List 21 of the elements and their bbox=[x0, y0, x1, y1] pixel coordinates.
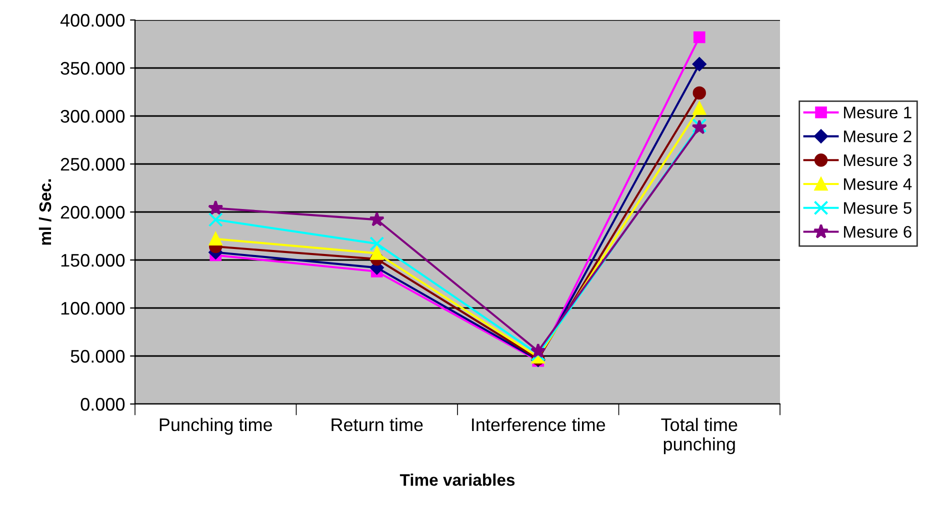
legend-label: Mesure 3 bbox=[844, 154, 912, 166]
y-tick-label: 300.000 bbox=[60, 110, 125, 123]
legend-label: Mesure 4 bbox=[844, 178, 912, 190]
legend-label: Mesure 2 bbox=[844, 130, 912, 142]
y-tick-label: 400.000 bbox=[60, 14, 125, 27]
x-axis-title: Time variables bbox=[400, 474, 515, 486]
y-tick-label: 250.000 bbox=[60, 158, 125, 171]
legend-label: Mesure 1 bbox=[844, 106, 912, 118]
y-tick-label: 50.000 bbox=[70, 350, 125, 363]
y-axis-title: ml / Sec. bbox=[38, 179, 52, 245]
legend-label: Mesure 5 bbox=[844, 202, 912, 214]
y-tick-label: 100.000 bbox=[61, 302, 125, 315]
y-tick-label: 150.000 bbox=[61, 254, 125, 267]
x-tick-label: Return time bbox=[332, 418, 423, 432]
y-tick-label: 350.000 bbox=[60, 62, 125, 75]
y-tick-label: 200.000 bbox=[60, 206, 125, 219]
y-tick-label: 0.000 bbox=[80, 398, 125, 411]
x-tick-label: Total time punching bbox=[661, 418, 738, 454]
x-tick-label: Interference time bbox=[472, 418, 606, 432]
x-tick-label: Punching time bbox=[160, 418, 272, 435]
legend-label: Mesure 6 bbox=[844, 226, 912, 238]
